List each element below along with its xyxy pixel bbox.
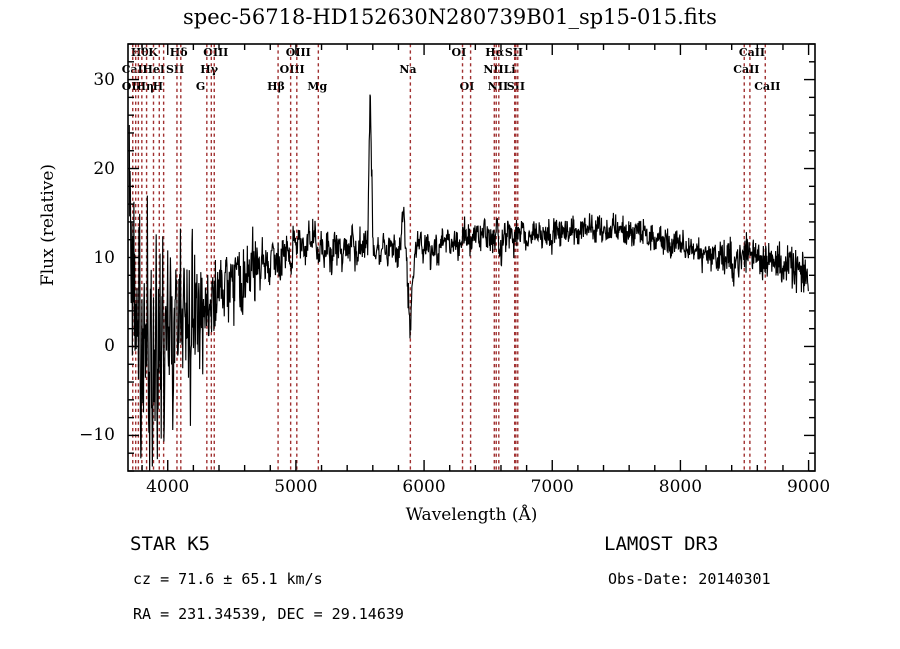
x-tick-8000: 8000	[658, 477, 703, 497]
y-tick-30: 30	[93, 69, 115, 90]
footer-survey: LAMOST DR3	[604, 533, 719, 555]
spectral-label-H: Hγ	[200, 63, 218, 76]
y-tick-20: 20	[93, 158, 115, 179]
spectral-label-NII: NII	[483, 63, 504, 76]
spectrum-trace	[128, 94, 809, 471]
spectral-label-CaII: CaII	[121, 63, 148, 76]
x-tick-4000: 4000	[146, 477, 190, 497]
spectral-label-SII: SII	[504, 46, 524, 59]
x-tick-9000: 9000	[786, 477, 831, 497]
spectral-label-H: Hθ	[130, 46, 149, 59]
spectral-label-NII: NII	[487, 80, 509, 93]
spectral-label-H: Hβ	[267, 80, 285, 93]
y-tick-0: 0	[104, 336, 115, 357]
spectral-label-OIII: OIII	[279, 63, 305, 76]
spectral-label-OI: OI	[451, 46, 467, 59]
spectral-label-OIII: OIII	[203, 46, 229, 59]
footer-obs-date: Obs-Date: 20140301	[608, 570, 771, 588]
y-tick--10: −10	[79, 425, 115, 446]
footer-coords: RA = 231.34539, DEC = 29.14639	[133, 605, 404, 623]
spectral-label-HeI: HeI	[142, 63, 166, 76]
x-axis-label: Wavelength (Å)	[405, 505, 538, 525]
spectral-label-CaII: CaII	[754, 80, 781, 93]
spectral-label-SII: SII	[506, 80, 526, 93]
spectral-label-CaII: CaII	[733, 63, 760, 76]
spectral-label-H: H	[152, 80, 164, 93]
spectral-label-H: Hη	[135, 80, 154, 93]
footer-object-type: STAR K5	[130, 533, 211, 555]
spectral-label-OIII: OIII	[285, 46, 311, 59]
spectral-label-H: Hδ	[169, 46, 188, 59]
spectral-label-Li: Li	[503, 63, 516, 76]
x-tick-5000: 5000	[274, 477, 318, 497]
spectral-label-Mg: Mg	[307, 80, 328, 93]
spectral-label-SII: SII	[165, 63, 185, 76]
spectral-label-OII: OII	[121, 80, 142, 93]
x-tick-7000: 7000	[530, 477, 574, 497]
spectral-label-Na: Na	[399, 63, 417, 76]
spectral-label-G: G	[195, 80, 206, 93]
x-tick-6000: 6000	[402, 477, 446, 497]
y-tick-10: 10	[93, 247, 115, 268]
footer-cz: cz = 71.6 ± 65.1 km/s	[133, 570, 323, 588]
spectral-label-CaII: CaII	[738, 46, 766, 59]
spectral-label-OI: OI	[459, 80, 475, 93]
figure-title: spec-56718-HD152630N280739B01_sp15-015.f…	[183, 5, 717, 29]
